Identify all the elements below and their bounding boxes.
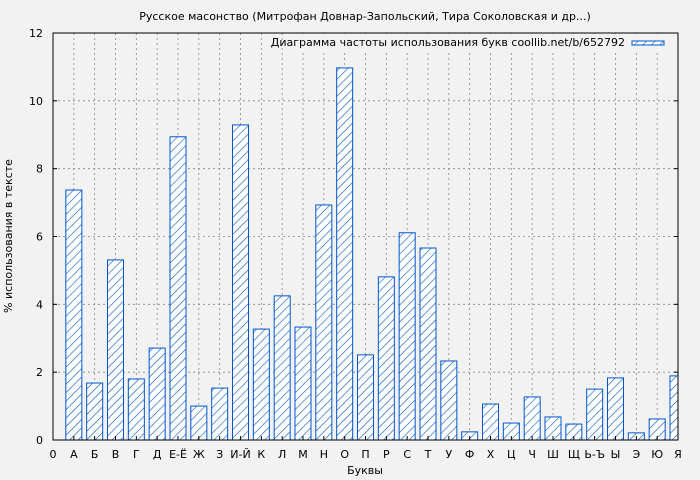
x-tick-label: Ж xyxy=(193,448,205,461)
x-tick-label: С xyxy=(403,448,411,461)
x-tick-label: Т xyxy=(424,448,432,461)
x-tick-label: А xyxy=(70,448,78,461)
y-tick-label: 6 xyxy=(36,231,43,244)
bar-А xyxy=(65,189,83,441)
bar-Б xyxy=(86,382,104,441)
bar-Ь-Ъ xyxy=(586,388,604,441)
legend-swatch xyxy=(631,40,665,46)
x-tick-label: Ь-Ъ xyxy=(584,448,605,461)
bar-Г xyxy=(127,378,145,441)
y-axis-label: % использования в тексте xyxy=(2,159,15,313)
x-tick-label: Д xyxy=(153,448,162,461)
x-tick-label: Ц xyxy=(507,448,516,461)
x-tick-label: О xyxy=(340,448,349,461)
x-tick-label: Ч xyxy=(528,448,536,461)
legend-label: Диаграмма частоты использования букв coo… xyxy=(271,36,625,49)
x-tick-label: Н xyxy=(320,448,328,461)
bar-Д xyxy=(148,347,166,441)
x-tick-label: П xyxy=(361,448,369,461)
x-tick-label: 0 xyxy=(50,448,57,461)
x-tick-label: Я xyxy=(674,448,682,461)
x-axis: 0 А Б В Г Д Е-Ё Ж З И-Й К Л М Н О П Р С Т У Ф Х Ц Ч Ш Щ Ь-Ъ Ы Э Ю Я xyxy=(50,436,682,461)
legend: Диаграмма частоты использования букв coo… xyxy=(271,34,674,50)
bar-У xyxy=(440,360,458,441)
bar-Ы xyxy=(607,377,624,441)
x-tick-label: Ю xyxy=(651,448,663,461)
bar-Т xyxy=(419,247,437,441)
bar-С xyxy=(398,232,416,441)
x-tick-label: Ы xyxy=(611,448,621,461)
x-tick-label: Щ xyxy=(568,448,580,461)
bar-З xyxy=(211,387,229,441)
bar-Л xyxy=(273,295,291,441)
x-tick-label: Л xyxy=(278,448,286,461)
x-tick-label: Э xyxy=(632,448,640,461)
bar-Х xyxy=(482,403,499,441)
bar-П xyxy=(357,354,374,441)
bar-Н xyxy=(315,204,333,441)
x-tick-label: Б xyxy=(91,448,99,461)
bar-К xyxy=(252,328,270,441)
y-tick-label: 12 xyxy=(29,27,43,40)
x-tick-label: М xyxy=(298,448,308,461)
y-tick-label: 4 xyxy=(36,298,43,311)
x-tick-label: Г xyxy=(133,448,140,461)
x-tick-label: Ш xyxy=(547,448,559,461)
x-tick-label: И-Й xyxy=(230,448,250,461)
chart-title: Русское масонство (Митрофан Довнар-Запол… xyxy=(139,10,591,23)
bar-Я xyxy=(669,375,679,441)
bar-Ж xyxy=(190,405,208,441)
y-tick-label: 10 xyxy=(29,95,43,108)
bar-В xyxy=(107,259,124,441)
bar-Р xyxy=(377,276,395,441)
x-tick-label: Р xyxy=(383,448,390,461)
x-tick-label: У xyxy=(445,448,452,461)
x-tick-label: В xyxy=(112,448,120,461)
bar-И-Й xyxy=(232,124,249,441)
y-tick-label: 8 xyxy=(36,163,43,176)
grid xyxy=(53,33,678,440)
bar-Ч xyxy=(523,396,541,441)
x-tick-label: Х xyxy=(487,448,495,461)
x-tick-label: Ф xyxy=(465,448,474,461)
x-tick-label: К xyxy=(257,448,265,461)
bar-О xyxy=(336,67,354,441)
y-tick-label: 2 xyxy=(36,366,43,379)
bar-Е-Ё xyxy=(169,136,187,441)
x-axis-label: Буквы xyxy=(347,464,383,477)
x-tick-label: Е-Ё xyxy=(169,448,187,461)
x-tick-label: З xyxy=(216,448,223,461)
y-tick-label: 0 xyxy=(36,434,43,447)
bar-М xyxy=(294,326,312,441)
bars xyxy=(65,67,679,441)
y-axis: 0 2 4 6 8 10 12 xyxy=(29,27,678,447)
